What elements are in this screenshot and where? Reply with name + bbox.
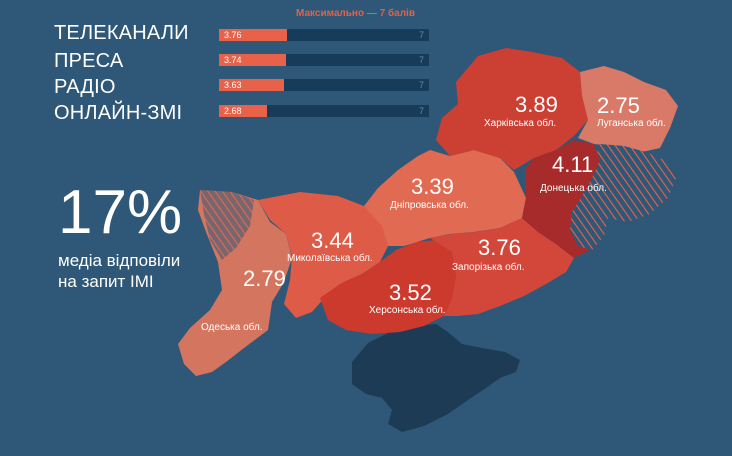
region-kherson[interactable] bbox=[320, 240, 456, 334]
region-luhansk[interactable] bbox=[578, 66, 678, 152]
score-max: 7 bbox=[418, 80, 424, 90]
name-zaporizhzhia: Запорізька обл. bbox=[452, 261, 525, 273]
luhansk-hatch-area bbox=[582, 144, 676, 222]
score-bar-fill bbox=[219, 79, 285, 91]
category-label-online: ОНЛАЙН-ЗМІ bbox=[54, 102, 183, 124]
name-donetsk: Донецька обл. bbox=[540, 182, 607, 194]
name-mykolaiv: Миколаївська обл. bbox=[287, 252, 373, 264]
category-label-tv: ТЕЛЕКАНАЛИ bbox=[54, 22, 189, 44]
score-bar-radio: 3.63 7 bbox=[219, 79, 429, 91]
score-value: 3.76 bbox=[224, 30, 242, 40]
category-label-radio: РАДІО bbox=[54, 76, 116, 98]
value-kherson: 3.52 bbox=[389, 280, 432, 305]
region-dnipro[interactable] bbox=[364, 150, 526, 246]
odesa-hatch-area bbox=[200, 190, 254, 260]
name-odesa: Одеська обл. bbox=[201, 321, 263, 333]
score-bar-fill bbox=[219, 29, 287, 41]
name-kharkiv: Харківська обл. bbox=[484, 117, 556, 129]
score-value: 3.74 bbox=[224, 55, 242, 65]
region-mykolaiv[interactable] bbox=[258, 192, 388, 318]
name-luhansk: Луганська обл. bbox=[597, 117, 666, 129]
value-dnipro: 3.39 bbox=[411, 174, 454, 199]
score-bar-fill bbox=[219, 54, 287, 66]
caption-line-1: медіа відповіли bbox=[58, 251, 181, 270]
crimea-shape bbox=[352, 324, 520, 432]
value-luhansk: 2.75 bbox=[597, 93, 640, 118]
response-rate-percent: 17% bbox=[58, 178, 183, 247]
region-zaporizhzhia[interactable] bbox=[430, 218, 574, 316]
score-max: 7 bbox=[418, 55, 424, 65]
value-zaporizhzhia: 3.76 bbox=[478, 235, 521, 260]
value-donetsk: 4.11 bbox=[552, 152, 593, 177]
max-score-note: Максимально — 7 балів bbox=[296, 8, 415, 19]
score-bar-fill bbox=[219, 105, 268, 117]
response-rate-caption: медіа відповіли на запит ІМІ bbox=[58, 250, 228, 292]
donetsk-hatch-area bbox=[570, 196, 608, 250]
score-bar-tv: 3.76 7 bbox=[219, 29, 429, 41]
region-kharkiv[interactable] bbox=[436, 48, 588, 170]
caption-line-2: на запит ІМІ bbox=[58, 272, 154, 291]
score-value: 3.63 bbox=[224, 80, 242, 90]
region-odesa[interactable] bbox=[178, 190, 292, 376]
name-dnipro: Дніпровська обл. bbox=[390, 199, 469, 211]
score-max: 7 bbox=[418, 30, 424, 40]
score-bar-online: 2.68 7 bbox=[219, 105, 429, 117]
score-bar-press: 3.74 7 bbox=[219, 54, 429, 66]
value-kharkiv: 3.89 bbox=[515, 92, 558, 117]
score-max: 7 bbox=[418, 106, 424, 116]
name-kherson: Херсонська обл. bbox=[369, 304, 446, 316]
value-mykolaiv: 3.44 bbox=[311, 228, 354, 253]
category-label-press: ПРЕСА bbox=[54, 50, 124, 72]
value-odesa: 2.79 bbox=[243, 266, 286, 291]
score-value: 2.68 bbox=[224, 106, 242, 116]
